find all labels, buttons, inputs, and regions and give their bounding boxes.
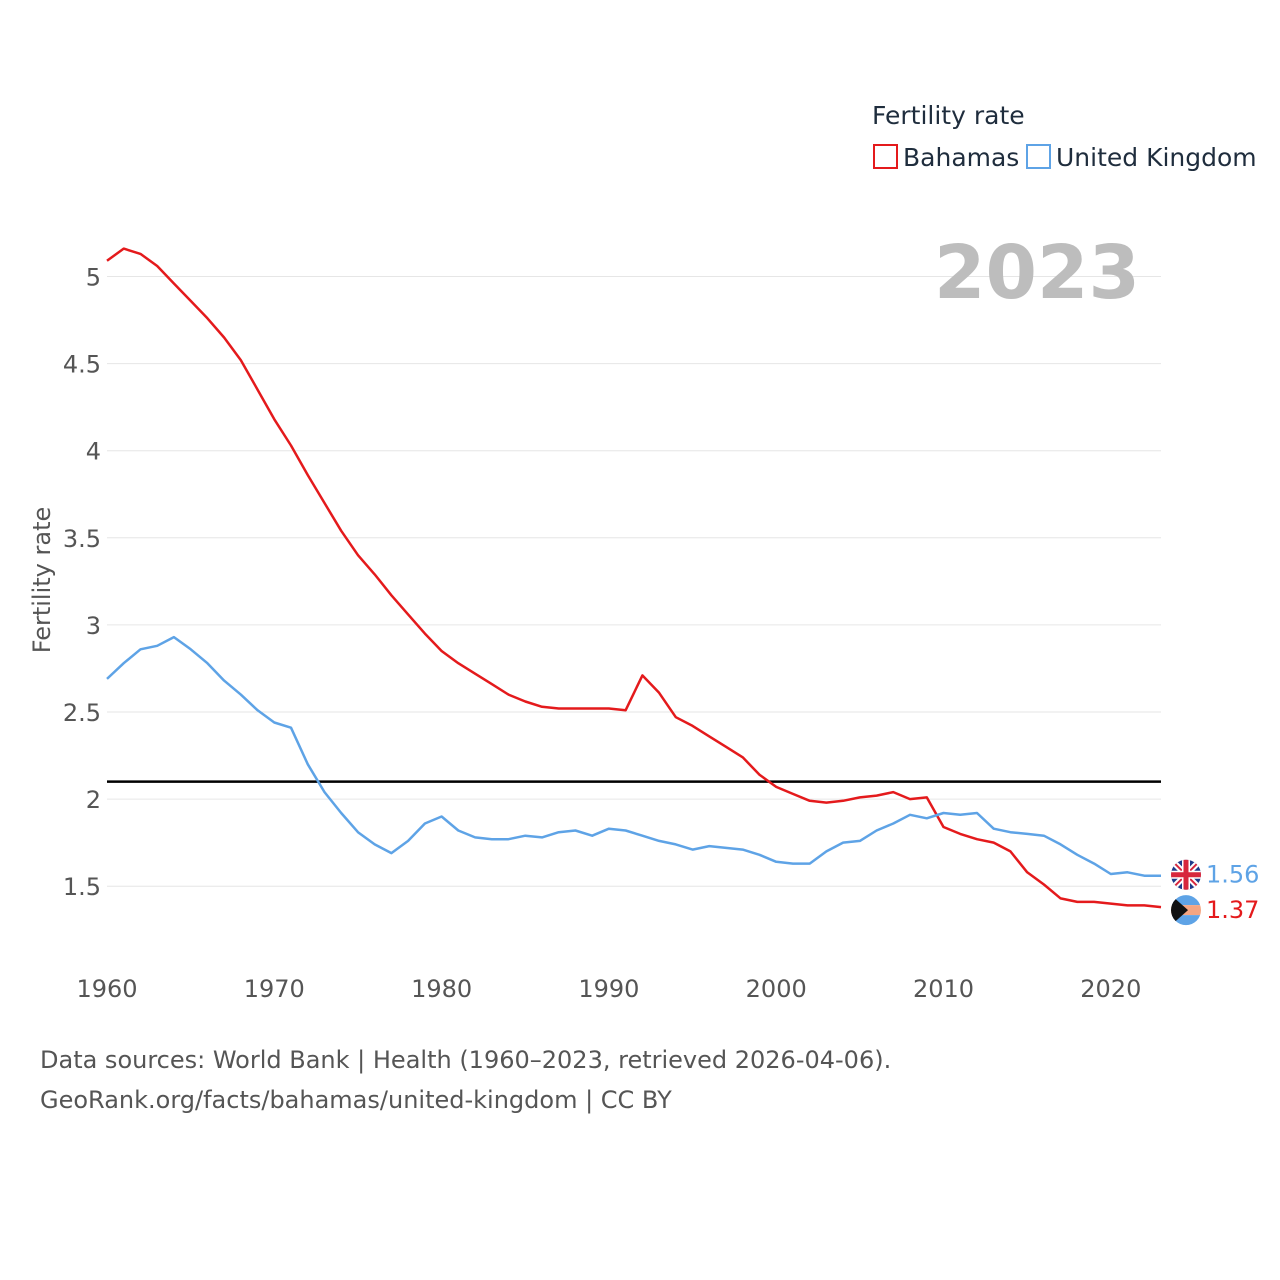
x-tick-label: 1970	[244, 975, 305, 1003]
y-tick-label: 2	[86, 786, 101, 814]
united-kingdom-flag-icon	[1171, 859, 1201, 890]
legend: Fertility rate Bahamas United Kingdom	[872, 101, 1257, 172]
legend-swatch-united-kingdom[interactable]	[1026, 144, 1051, 169]
y-tick-label: 2.5	[63, 699, 101, 727]
y-tick-label: 4.5	[63, 351, 101, 379]
y-tick-label: 1.5	[63, 873, 101, 901]
gridlines	[107, 276, 1161, 887]
series-line-united-kingdom[interactable]	[106, 635, 1161, 877]
series-lines	[106, 247, 1162, 909]
year-label: 2023	[934, 230, 1140, 316]
legend-label-bahamas[interactable]: Bahamas	[903, 143, 1019, 172]
legend-label-united-kingdom[interactable]: United Kingdom	[1056, 143, 1257, 172]
x-tick-label: 2010	[913, 975, 974, 1003]
bahamas-flag-icon	[1171, 895, 1201, 926]
legend-swatch-bahamas[interactable]	[873, 144, 898, 169]
x-tick-label: 1990	[578, 975, 639, 1003]
y-tick-label: 4	[86, 438, 101, 466]
data-source-note: Data sources: World Bank | Health (1960–…	[40, 1046, 892, 1074]
y-axis-label: Fertility rate	[28, 507, 56, 654]
x-tick-label: 1980	[411, 975, 472, 1003]
y-tick-label: 3.5	[63, 525, 101, 553]
legend-title: Fertility rate	[872, 101, 1025, 130]
end-value-united-kingdom: 1.56	[1206, 861, 1259, 889]
source-link[interactable]: GeoRank.org/facts/bahamas/united-kingdom…	[40, 1086, 672, 1114]
x-tick-label: 1960	[76, 975, 137, 1003]
fertility-chart: 1.5 2 2.5 3 3.5 4 4.5 5 1960 1970 1980 1990 2000 201…	[28, 101, 1259, 1003]
series-line-bahamas[interactable]	[106, 247, 1162, 909]
x-tick-label: 2020	[1080, 975, 1141, 1003]
y-tick-label: 5	[86, 264, 101, 292]
y-tick-label: 3	[86, 612, 101, 640]
y-axis-ticks: 1.5 2 2.5 3 3.5 4 4.5 5	[63, 264, 101, 902]
end-value-bahamas: 1.37	[1206, 896, 1259, 924]
x-axis-ticks: 1960 1970 1980 1990 2000 2010 2020	[76, 975, 1141, 1003]
x-tick-label: 2000	[746, 975, 807, 1003]
